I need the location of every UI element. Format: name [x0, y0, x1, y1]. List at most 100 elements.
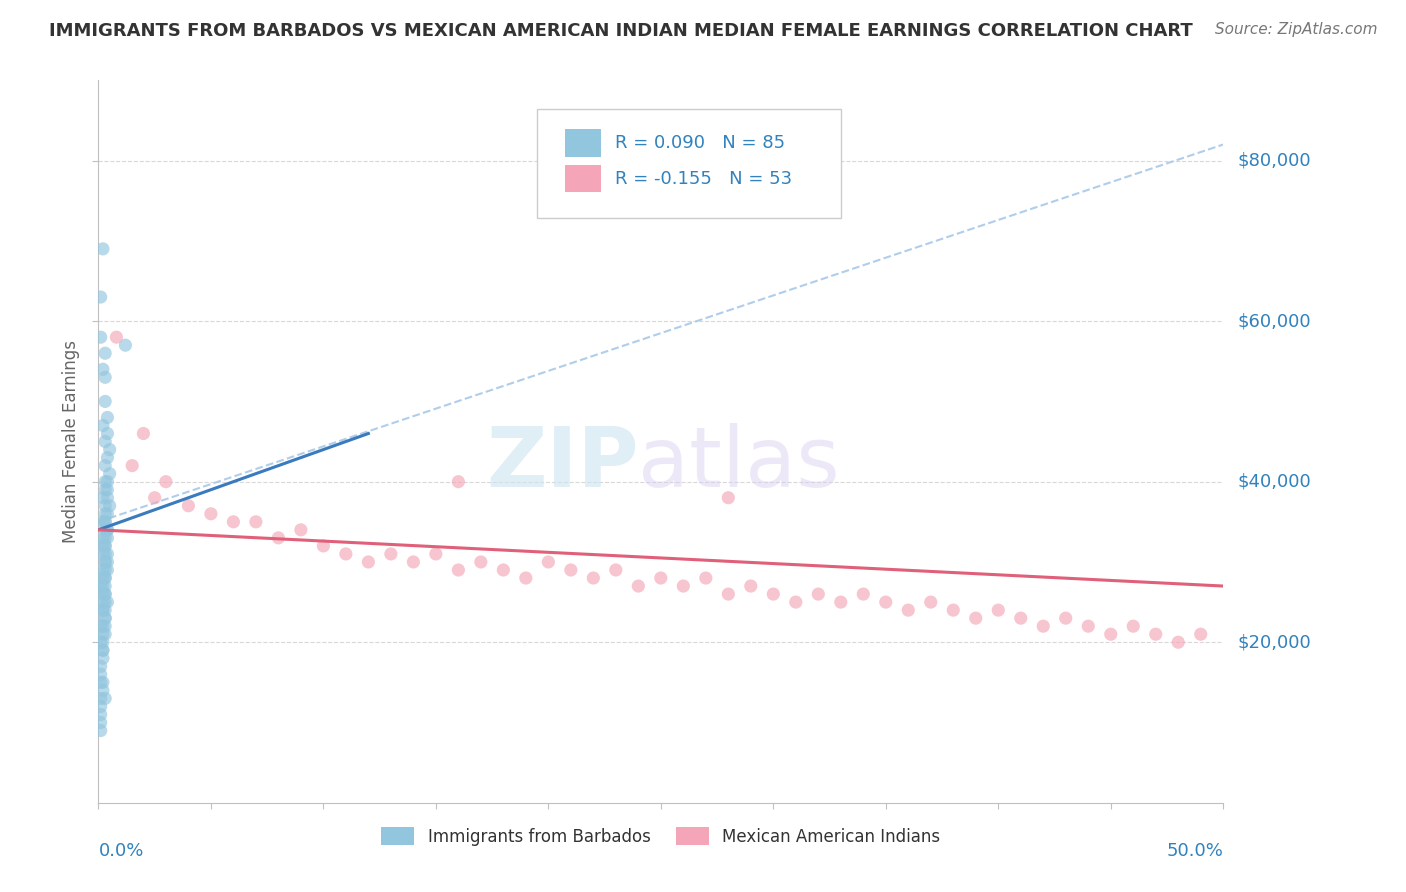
- Point: [402, 555, 425, 569]
- Point: [987, 603, 1010, 617]
- Point: [96, 491, 118, 505]
- Point: [94, 346, 117, 360]
- Point: [537, 555, 560, 569]
- Point: [96, 523, 118, 537]
- Point: [96, 475, 118, 489]
- Text: 50.0%: 50.0%: [1167, 842, 1223, 860]
- Point: [94, 434, 117, 449]
- Point: [94, 499, 117, 513]
- Point: [94, 587, 117, 601]
- Point: [91, 579, 114, 593]
- FancyBboxPatch shape: [537, 109, 841, 218]
- Point: [91, 362, 114, 376]
- Point: [90, 659, 112, 673]
- Point: [90, 715, 112, 730]
- Point: [91, 547, 114, 561]
- Point: [94, 515, 117, 529]
- Point: [94, 611, 117, 625]
- Point: [1122, 619, 1144, 633]
- Point: [96, 547, 118, 561]
- Point: [200, 507, 222, 521]
- Point: [94, 555, 117, 569]
- Point: [447, 475, 470, 489]
- Point: [96, 555, 118, 569]
- Point: [1032, 619, 1054, 633]
- Point: [1077, 619, 1099, 633]
- Point: [920, 595, 942, 609]
- Point: [94, 475, 117, 489]
- Text: atlas: atlas: [638, 423, 839, 504]
- Point: [105, 330, 128, 344]
- Point: [96, 507, 118, 521]
- Point: [96, 523, 118, 537]
- Point: [312, 539, 335, 553]
- Point: [96, 483, 118, 497]
- Point: [91, 627, 114, 641]
- Point: [695, 571, 717, 585]
- Point: [740, 579, 762, 593]
- Point: [627, 579, 650, 593]
- Point: [91, 515, 114, 529]
- Point: [90, 723, 112, 738]
- Point: [96, 410, 118, 425]
- Point: [90, 290, 112, 304]
- Point: [94, 483, 117, 497]
- Point: [762, 587, 785, 601]
- Point: [91, 651, 114, 665]
- Point: [807, 587, 830, 601]
- Point: [91, 539, 114, 553]
- Point: [91, 635, 114, 649]
- Text: $80,000: $80,000: [1237, 152, 1310, 169]
- Point: [1167, 635, 1189, 649]
- Point: [90, 579, 112, 593]
- Point: [470, 555, 492, 569]
- Point: [94, 555, 117, 569]
- Bar: [565, 165, 602, 193]
- Point: [717, 587, 740, 601]
- Point: [582, 571, 605, 585]
- Point: [91, 595, 114, 609]
- Point: [91, 563, 114, 577]
- Point: [94, 515, 117, 529]
- Point: [143, 491, 166, 505]
- Point: [94, 587, 117, 601]
- Point: [91, 491, 114, 505]
- Point: [94, 571, 117, 585]
- Point: [785, 595, 807, 609]
- Point: [91, 643, 114, 657]
- Point: [94, 523, 117, 537]
- Point: [1099, 627, 1122, 641]
- Point: [90, 635, 112, 649]
- Text: ZIP: ZIP: [486, 423, 638, 504]
- Point: [94, 507, 117, 521]
- Point: [357, 555, 380, 569]
- Point: [94, 611, 117, 625]
- Point: [717, 491, 740, 505]
- Text: Source: ZipAtlas.com: Source: ZipAtlas.com: [1215, 22, 1378, 37]
- Point: [90, 330, 112, 344]
- Point: [447, 563, 470, 577]
- Point: [90, 667, 112, 681]
- Point: [1144, 627, 1167, 641]
- Point: [96, 426, 118, 441]
- Text: $20,000: $20,000: [1237, 633, 1310, 651]
- Point: [90, 691, 112, 706]
- Point: [94, 603, 117, 617]
- Point: [91, 603, 114, 617]
- Point: [94, 627, 117, 641]
- Text: $40,000: $40,000: [1237, 473, 1310, 491]
- Point: [91, 643, 114, 657]
- Point: [94, 691, 117, 706]
- Point: [91, 531, 114, 545]
- Point: [672, 579, 695, 593]
- Point: [132, 426, 155, 441]
- Point: [177, 499, 200, 513]
- Point: [90, 619, 112, 633]
- Point: [96, 595, 118, 609]
- Point: [94, 458, 117, 473]
- Point: [965, 611, 987, 625]
- Point: [492, 563, 515, 577]
- Point: [114, 338, 136, 352]
- Point: [515, 571, 537, 585]
- Point: [90, 699, 112, 714]
